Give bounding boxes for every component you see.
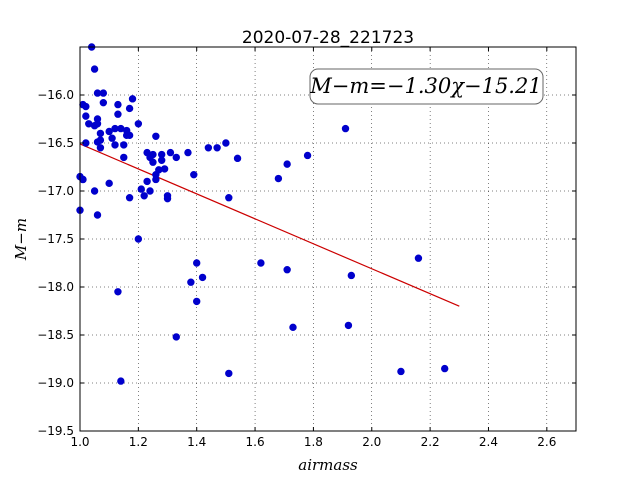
y-tick-label: −17.5 — [37, 232, 74, 246]
data-point — [341, 124, 350, 133]
data-point — [120, 153, 128, 162]
data-point — [140, 192, 148, 200]
data-point — [134, 120, 143, 128]
data-point — [125, 131, 134, 140]
data-point — [105, 127, 113, 136]
fit-line — [79, 143, 460, 307]
data-point — [274, 174, 283, 183]
data-point — [283, 160, 291, 168]
data-point — [233, 154, 242, 163]
data-point — [79, 175, 87, 184]
data-point — [172, 153, 180, 162]
data-point — [157, 156, 166, 164]
data-point — [96, 129, 105, 138]
data-point — [99, 98, 108, 107]
data-point — [96, 144, 105, 152]
data-point — [187, 278, 195, 286]
x-tick-label: 1.0 — [70, 435, 89, 449]
annotation-text: M−m=−1.30χ−15.21 — [309, 74, 541, 98]
x-tick-label: 2.4 — [479, 435, 498, 449]
data-point — [190, 170, 198, 179]
data-point — [155, 166, 163, 174]
data-point — [105, 179, 113, 188]
data-point — [93, 120, 102, 128]
scatter-points — [76, 43, 449, 385]
data-point — [222, 139, 230, 147]
data-point — [128, 95, 137, 103]
data-point — [225, 369, 233, 378]
x-tick-label: 2.2 — [421, 435, 440, 449]
y-tick-label: −18.0 — [37, 280, 74, 294]
data-point — [93, 211, 102, 219]
data-point — [143, 177, 151, 186]
tick-marks — [79, 47, 576, 432]
data-point — [146, 187, 154, 195]
data-point — [82, 102, 90, 111]
data-point — [114, 110, 122, 118]
fit-line-layer — [79, 143, 460, 307]
data-point — [137, 185, 145, 193]
data-point — [99, 89, 108, 97]
data-point — [125, 104, 134, 113]
data-point — [289, 323, 297, 332]
data-point — [204, 144, 213, 152]
data-point — [90, 187, 99, 195]
y-tick-label: −17.0 — [37, 184, 74, 198]
data-point — [149, 150, 157, 159]
data-point — [134, 235, 143, 243]
x-tick-labels: 1.0 1.2 1.4 1.6 1.8 2.0 2.2 2.4 2.6 — [70, 435, 556, 449]
data-point — [184, 148, 192, 157]
data-point — [414, 254, 423, 262]
data-point — [114, 100, 122, 109]
data-point — [82, 112, 90, 120]
data-point — [344, 321, 353, 330]
data-point — [149, 158, 157, 166]
data-point — [152, 175, 160, 184]
x-tick-label: 2.0 — [362, 435, 381, 449]
equation-annotation: M−m=−1.30χ−15.21 — [309, 68, 544, 105]
data-point — [111, 141, 119, 149]
x-axis-label: airmass — [298, 456, 358, 474]
data-point — [283, 266, 291, 274]
data-point — [225, 194, 233, 202]
data-point — [193, 259, 201, 267]
data-point — [441, 364, 449, 373]
annotation-box — [309, 68, 544, 105]
y-tick-label: −16.0 — [37, 88, 74, 102]
x-tick-label: 1.8 — [304, 435, 323, 449]
data-point — [213, 144, 221, 152]
y-tick-label: −16.5 — [37, 136, 74, 150]
y-tick-label: −18.5 — [37, 328, 74, 342]
y-tick-label: −19.0 — [37, 376, 74, 390]
data-point — [166, 148, 175, 157]
data-point — [120, 141, 128, 149]
data-point — [96, 136, 105, 144]
data-point — [90, 65, 99, 73]
y-tick-label: −19.5 — [37, 424, 74, 438]
data-point — [152, 132, 160, 140]
data-point — [347, 271, 356, 280]
data-point — [114, 288, 122, 296]
x-tick-label: 1.6 — [246, 435, 265, 449]
data-point — [397, 367, 405, 376]
data-point — [172, 333, 180, 341]
data-point — [303, 151, 312, 160]
data-point — [117, 377, 125, 385]
x-tick-label: 2.6 — [537, 435, 556, 449]
data-point — [193, 297, 201, 306]
data-point — [257, 259, 265, 267]
chart-title: 2020-07-28_221723 — [242, 28, 414, 48]
y-axis-label: M−m — [12, 218, 30, 261]
data-point — [125, 194, 134, 202]
data-point — [108, 134, 116, 142]
data-point — [160, 165, 169, 173]
data-point — [163, 194, 172, 203]
x-tick-label: 1.4 — [187, 435, 206, 449]
y-tick-labels: −16.0 −16.5 −17.0 −17.5 −18.0 −18.5 −19.0 −19.5 — [37, 88, 74, 438]
data-point — [198, 273, 207, 282]
x-tick-label: 1.2 — [129, 435, 148, 449]
grid — [79, 47, 576, 432]
